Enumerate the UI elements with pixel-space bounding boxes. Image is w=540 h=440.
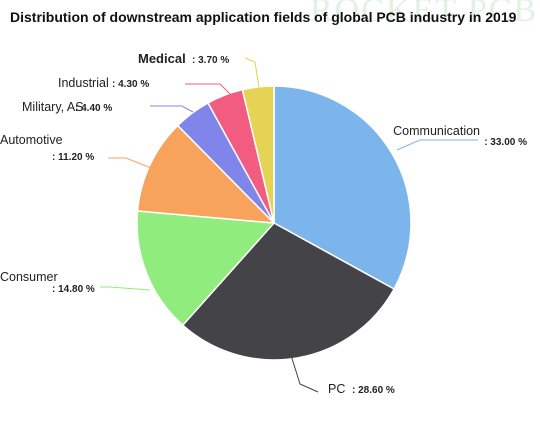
- slice-label-name: Communication: [393, 124, 480, 138]
- pie-slice-automotive[interactable]: [136, 124, 276, 224]
- slice-label-name: Automotive: [0, 133, 63, 147]
- slice-labels: Communication : 33.00 % PC : 28.60 % Consume…: [0, 51, 527, 396]
- slice-label-value: : 11.20 %: [52, 152, 94, 163]
- leader-lines: [100, 57, 478, 393]
- pie-slice-consumer[interactable]: [136, 210, 276, 327]
- slice-label-value: : 28.60 %: [352, 385, 395, 396]
- slice-label-value: : 4.40 %: [75, 103, 112, 114]
- leader-line: [100, 286, 151, 291]
- slice-label-value: : 4.30 %: [112, 79, 149, 90]
- pie-slice-pc[interactable]: [181, 222, 396, 361]
- leader-line: [185, 83, 232, 96]
- pie-slice-medical[interactable]: [241, 85, 275, 224]
- leader-line: [150, 105, 194, 113]
- leader-line: [289, 351, 319, 393]
- leader-line: [244, 57, 260, 89]
- pie-slices: [136, 85, 412, 361]
- slice-label-value: : 14.80 %: [52, 284, 95, 295]
- slice-label-name: Medical: [138, 51, 186, 66]
- slice-label-name: Military, AS: [22, 100, 84, 114]
- chart-title: Distribution of downstream application f…: [10, 9, 517, 25]
- slice-label-value: : 33.00 %: [484, 137, 527, 148]
- slice-label-name: Industrial: [58, 76, 109, 90]
- slice-label-name: Consumer: [0, 270, 58, 284]
- slice-label-name: PC: [328, 382, 345, 396]
- leader-line: [396, 139, 478, 151]
- watermark: ROCKET PCB: [310, 0, 539, 29]
- pie-slice-communication[interactable]: [273, 85, 412, 291]
- slice-label-value: : 3.70 %: [192, 55, 229, 66]
- leader-line: [108, 157, 157, 171]
